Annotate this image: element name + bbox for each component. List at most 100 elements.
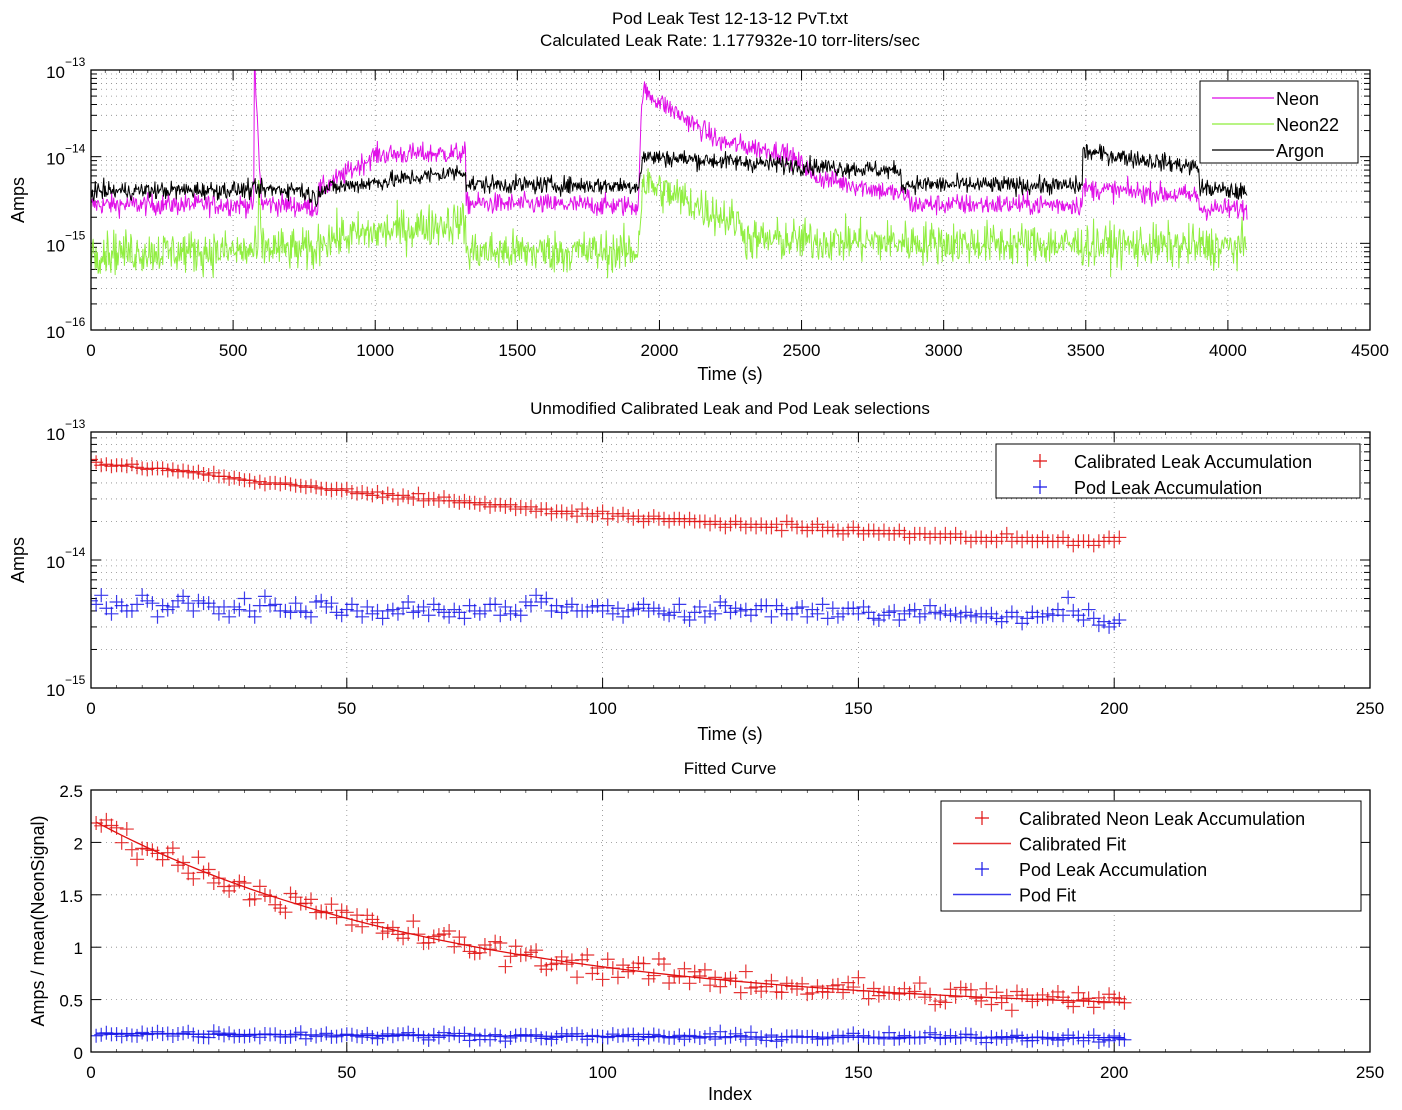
data-point-marker <box>610 970 625 985</box>
data-point-marker <box>600 598 615 613</box>
data-point-marker <box>119 822 134 837</box>
chart-title: Pod Leak Test 12-13-12 PvT.txt <box>612 9 848 28</box>
data-point-marker <box>508 939 523 954</box>
chart-title: Unmodified Calibrated Leak and Pod Leak … <box>530 399 930 418</box>
legend-marker-plus-icon <box>975 862 989 876</box>
data-point-marker <box>375 611 390 626</box>
data-point-marker <box>324 897 339 912</box>
data-point-marker <box>851 970 866 985</box>
x-tick-label: 150 <box>844 1063 872 1082</box>
data-point-marker <box>825 601 840 616</box>
data-point-marker <box>145 596 160 611</box>
fit-line-3 <box>96 1032 1125 1039</box>
legend-marker-plus-icon <box>1033 454 1047 468</box>
x-tick-label: 3000 <box>925 341 963 360</box>
x-tick-label: 0 <box>86 1063 95 1082</box>
data-point-marker <box>165 841 180 856</box>
legend: Neon Neon22 Argon <box>1199 80 1359 164</box>
data-point-marker <box>979 981 994 996</box>
chart-raw-signals: Pod Leak Test 12-13-12 PvT.txt Calculate… <box>8 9 1389 384</box>
data-point-marker <box>738 964 753 979</box>
legend-label: Neon22 <box>1276 115 1339 135</box>
data-point-marker <box>636 956 651 971</box>
y-tick-label: 1 <box>74 939 83 958</box>
data-point-marker <box>774 523 789 538</box>
data-point-marker <box>1086 1000 1101 1015</box>
data-point-marker <box>416 599 431 614</box>
data-point-marker <box>130 597 145 612</box>
x-tick-label: 1500 <box>498 341 536 360</box>
data-point-marker <box>595 972 610 987</box>
x-tick-label: 0 <box>86 699 95 718</box>
data-point-marker <box>263 889 278 904</box>
series-line-neon22 <box>91 168 1248 279</box>
data-point-marker <box>595 504 610 519</box>
legend-box <box>940 800 1362 912</box>
series-markers-0 <box>91 452 1127 553</box>
data-point-marker <box>1071 985 1086 1000</box>
data-point-marker <box>815 597 830 612</box>
data-point-marker <box>733 985 748 1000</box>
legend-marker-plus-icon <box>1033 480 1047 494</box>
data-point-marker <box>912 976 927 991</box>
x-tick-label: 100 <box>588 1063 616 1082</box>
data-point-marker <box>682 612 697 627</box>
data-point-marker <box>529 943 544 958</box>
x-tick-label: 150 <box>844 699 872 718</box>
legend-label: Pod Leak Accumulation <box>1019 860 1207 880</box>
data-point-marker <box>917 606 932 621</box>
data-point-marker <box>191 850 206 865</box>
y-tick-label: 1.5 <box>59 887 83 906</box>
data-point-marker <box>344 918 359 933</box>
data-point-marker <box>564 953 579 968</box>
y-tick-label: 2 <box>74 834 83 853</box>
data-point-marker <box>570 509 585 524</box>
x-tick-label: 4000 <box>1209 341 1247 360</box>
y-tick-label-exponent: −14 <box>65 545 86 559</box>
data-point-marker <box>646 968 661 983</box>
x-tick-label: 2000 <box>641 341 679 360</box>
data-point-marker <box>442 609 457 624</box>
data-point-marker <box>764 609 779 624</box>
legend-item: Pod Fit <box>953 886 1076 906</box>
data-point-marker <box>339 905 354 920</box>
data-point-marker <box>795 599 810 614</box>
data-point-marker <box>303 609 318 624</box>
data-point-marker <box>907 602 922 617</box>
data-point-marker <box>493 608 508 623</box>
chart-fitted-curve: Fitted Curve Index Amps / mean(NeonSigna… <box>28 759 1384 1104</box>
data-point-marker <box>846 980 861 995</box>
legend-label: Pod Leak Accumulation <box>1074 478 1262 498</box>
data-point-marker <box>672 597 687 612</box>
data-point-marker <box>442 923 457 938</box>
data-point-marker <box>861 991 876 1006</box>
data-point-marker <box>1112 612 1127 627</box>
data-point-marker <box>810 606 825 621</box>
y-tick-label: 10 <box>46 553 65 572</box>
data-point-marker <box>907 984 922 999</box>
data-point-marker <box>999 988 1014 1003</box>
legend-label: Calibrated Fit <box>1019 835 1126 855</box>
y-tick-label: 2.5 <box>59 782 83 801</box>
y-tick-label: 10 <box>46 323 65 342</box>
data-point-marker <box>114 835 129 850</box>
data-point-marker <box>150 609 165 624</box>
data-point-marker <box>181 596 196 611</box>
data-point-marker <box>252 879 267 894</box>
data-point-marker <box>672 969 687 984</box>
x-tick-label: 200 <box>1100 1063 1128 1082</box>
data-point-marker <box>938 995 953 1010</box>
data-point-marker <box>764 973 779 988</box>
data-point-marker <box>288 596 303 611</box>
data-point-marker <box>1081 602 1096 617</box>
y-axis-label: Amps / mean(NeonSignal) <box>28 815 48 1026</box>
legend: Calibrated Leak Accumulation Pod Leak Acc… <box>995 443 1361 499</box>
data-point-marker <box>697 962 712 977</box>
data-point-marker <box>1117 1032 1132 1047</box>
legend-label: Pod Fit <box>1019 886 1076 906</box>
y-tick-label: 10 <box>46 150 65 169</box>
plot-area <box>91 70 1248 279</box>
y-tick-label-exponent: −16 <box>65 315 86 329</box>
series-line-neon <box>91 70 1248 221</box>
